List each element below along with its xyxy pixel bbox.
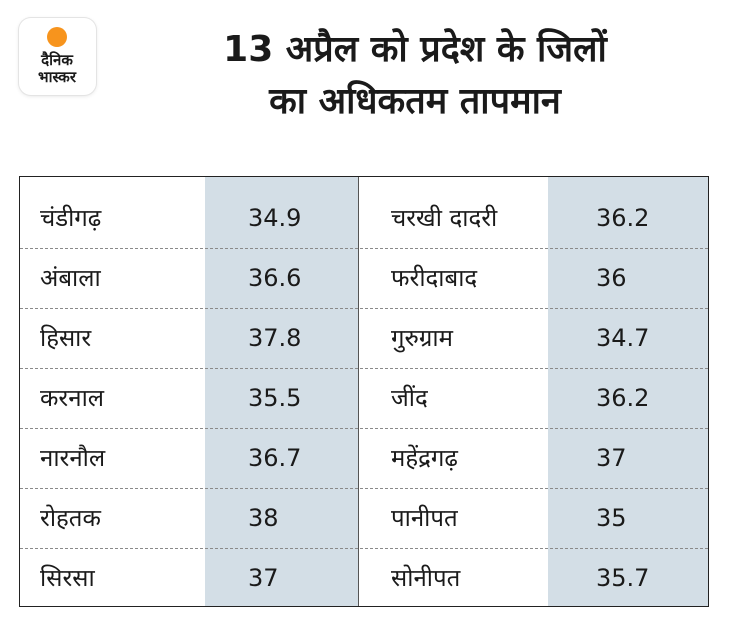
temperature-value: 37.8 <box>248 324 302 352</box>
temperature-value: 34.9 <box>248 204 302 232</box>
district-name: अंबाला <box>40 264 101 292</box>
title-line-1: 13 अप्रैल को प्रदेश के जिलों <box>223 29 607 70</box>
row-separator <box>20 488 708 489</box>
temperature-value: 38 <box>248 504 279 532</box>
row-separator <box>20 248 708 249</box>
row-separator <box>20 428 708 429</box>
district-name: सोनीपत <box>391 564 461 592</box>
title-line-2: का अधिकतम तापमान <box>269 81 561 122</box>
logo-sun-icon <box>47 27 67 47</box>
district-name: जींद <box>391 384 428 412</box>
row-separator <box>20 308 708 309</box>
temperature-table: चंडीगढ़ 34.9 अंबाला 36.6 हिसार 37.8 करनाल 35.5 न… <box>19 176 709 607</box>
logo-text-line1: दैनिक <box>40 51 74 69</box>
district-name: हिसार <box>40 324 92 352</box>
district-name: सिरसा <box>40 564 95 592</box>
temperature-value: 35 <box>596 504 627 532</box>
row-separator <box>20 548 708 549</box>
district-name: करनाल <box>40 384 105 412</box>
temperature-value: 36.2 <box>596 204 650 232</box>
dainik-bhaskar-logo: दैनिक भास्कर <box>19 18 96 95</box>
temperature-value: 36.6 <box>248 264 302 292</box>
district-name: चरखी दादरी <box>391 204 498 232</box>
district-name: फरीदाबाद <box>391 264 478 292</box>
row-separator <box>20 368 708 369</box>
column-divider <box>358 177 359 606</box>
logo-graphic: दैनिक भास्कर <box>38 27 77 86</box>
temperature-value: 35.7 <box>596 564 650 592</box>
district-name: रोहतक <box>40 504 101 532</box>
temperature-value: 35.5 <box>248 384 302 412</box>
temperature-value: 36 <box>596 264 627 292</box>
district-name: नारनौल <box>40 444 106 472</box>
logo-text-line2: भास्कर <box>38 68 77 86</box>
temperature-value: 34.7 <box>596 324 650 352</box>
district-name: पानीपत <box>391 504 458 532</box>
temperature-value: 37 <box>248 564 279 592</box>
temperature-value: 36.2 <box>596 384 650 412</box>
temperature-value: 36.7 <box>248 444 302 472</box>
temperature-value: 37 <box>596 444 627 472</box>
page-title: 13 अप्रैल को प्रदेश के जिलों का अधिकतम त… <box>110 24 720 128</box>
district-name: महेंद्रगढ़ <box>391 444 458 472</box>
district-name: चंडीगढ़ <box>40 204 102 232</box>
district-name: गुरुग्राम <box>391 324 453 352</box>
